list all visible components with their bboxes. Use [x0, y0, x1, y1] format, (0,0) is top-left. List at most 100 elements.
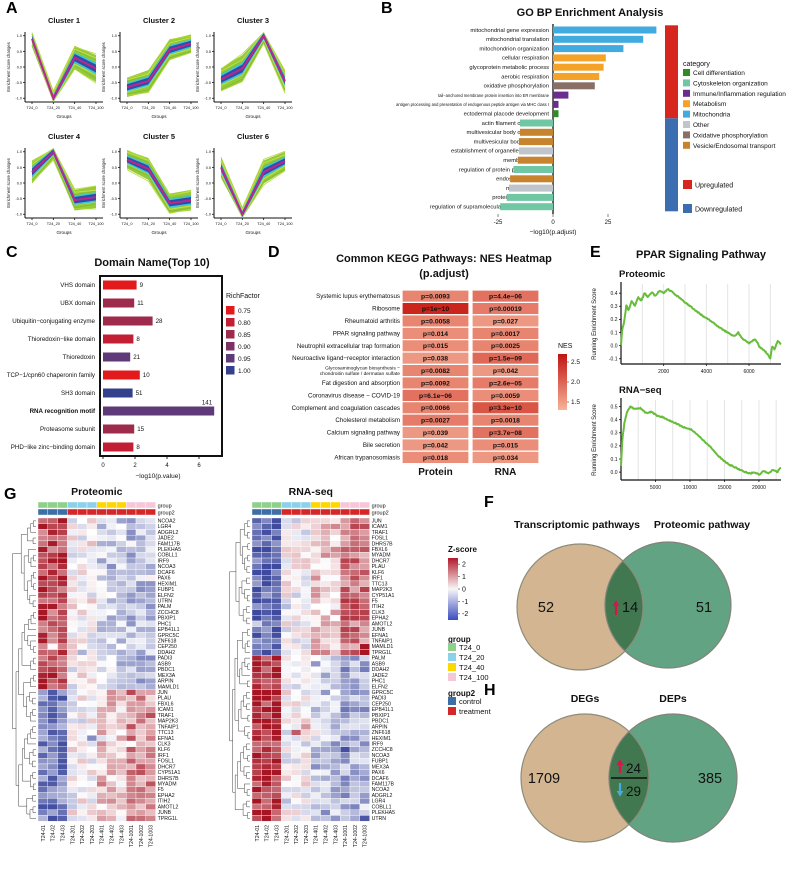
heatmap-cell	[145, 775, 156, 782]
heatmap-cell	[320, 718, 331, 725]
heatmap-cell	[251, 775, 262, 782]
heatmap-cell	[96, 740, 107, 747]
heatmap-cell	[145, 740, 156, 747]
heatmap-cell	[57, 769, 68, 776]
svg-text:-25: -25	[494, 220, 503, 226]
heatmap-cell	[106, 592, 117, 599]
svg-text:T24_0: T24_0	[121, 221, 133, 226]
heatmap-cell	[340, 517, 351, 524]
heatmap-cell	[67, 575, 78, 582]
heatmap-cell	[145, 758, 156, 765]
heatmap-cell	[106, 569, 117, 576]
heatmap-cell	[67, 723, 78, 730]
heatmap-cell	[47, 603, 58, 610]
heatmap-cell	[261, 597, 272, 604]
panel-d-subtitle: (p.adjust)	[419, 268, 469, 280]
heatmap-cell	[47, 632, 58, 639]
heatmap-cell	[330, 546, 341, 553]
heatmap-cell	[251, 575, 262, 582]
domain-bar	[103, 298, 135, 308]
heatmap-cell	[320, 649, 331, 656]
gene-label: F5	[372, 598, 378, 604]
heatmap-cell	[310, 649, 321, 656]
heatmap-cell	[251, 557, 262, 564]
heatmap-cell	[349, 592, 360, 599]
svg-text:0: 0	[551, 220, 555, 226]
heatmap-cell	[320, 798, 331, 805]
heatmap-cell	[261, 592, 272, 599]
go-term-label: tail−anchored membrane protein insertion…	[438, 93, 550, 98]
gene-label: ADGRL2	[372, 793, 393, 799]
heatmap-cell	[330, 723, 341, 730]
heatmap-cell	[271, 809, 282, 816]
heatmap-cell	[126, 586, 137, 593]
x-axis-label: Groups	[245, 114, 261, 119]
heatmap-cell	[145, 689, 156, 696]
gene-label: FAM117B	[158, 541, 181, 547]
go-term-label: regulation of supramolecular fiber organ…	[430, 205, 549, 211]
heatmap-cell	[96, 735, 107, 742]
svg-text:T24_100: T24_100	[183, 221, 199, 226]
heatmap-cell	[359, 735, 370, 742]
heatmap-cell	[310, 775, 321, 782]
heatmap-cell	[67, 666, 78, 673]
group-annotation-cell	[330, 501, 341, 509]
heatmap-cell	[291, 557, 302, 564]
heatmap-cell	[300, 603, 311, 610]
heatmap-cell	[135, 740, 146, 747]
heatmap-cell	[47, 592, 58, 599]
heatmap-cell	[57, 563, 68, 570]
heatmap-cell	[67, 609, 78, 616]
heatmap-cell	[330, 752, 341, 759]
heatmap-cell	[359, 723, 370, 730]
legend-swatch	[683, 100, 690, 108]
heatmap-cell	[349, 769, 360, 776]
heatmap-cell	[77, 552, 88, 559]
heatmap-cell	[320, 615, 331, 622]
venn-left-title: DEGs	[571, 693, 600, 705]
heatmap-cell	[145, 609, 156, 616]
heatmap-cell	[300, 752, 311, 759]
svg-text:0.0: 0.0	[17, 181, 22, 185]
heatmap-cell	[47, 809, 58, 816]
annotation-label: group2	[158, 511, 175, 517]
heatmap-cell	[291, 534, 302, 542]
heatmap-cell	[251, 580, 262, 587]
svg-text:-1.0: -1.0	[110, 97, 117, 101]
heatmap-cell	[271, 632, 282, 639]
heatmap-cell	[310, 534, 321, 542]
svg-text:-1.0: -1.0	[15, 213, 22, 217]
heatmap-cell	[77, 546, 88, 553]
heatmap-cell	[126, 632, 137, 639]
heatmap-cell	[106, 534, 117, 542]
gene-label: MAMLD1	[158, 684, 180, 690]
heatmap-proteomic: Proteomicgroupgroup2NCOA2LGR4ADGRL2JADE2…	[12, 486, 181, 847]
svg-text:T24_0: T24_0	[26, 105, 38, 110]
heatmap-cell	[330, 660, 341, 667]
heatmap-cell	[251, 586, 262, 593]
group2-annotation-cell	[349, 508, 361, 516]
svg-text:0.0: 0.0	[611, 470, 618, 476]
heatmap-cell	[57, 723, 68, 730]
heatmap-cell	[349, 677, 360, 685]
gene-label: COBLL1	[372, 804, 392, 810]
gene-label: TPRG1L	[158, 816, 178, 822]
heatmap-cell	[96, 569, 107, 576]
heatmap-cell	[251, 592, 262, 599]
heatmap-cell	[251, 815, 262, 822]
heatmap-cell	[330, 534, 341, 542]
heatmap-cell	[135, 718, 146, 725]
heatmap-cell	[47, 643, 58, 650]
svg-text:-0.5: -0.5	[110, 197, 117, 201]
gene-label: KLF6	[158, 747, 171, 753]
heatmap-cell	[57, 775, 68, 782]
heatmap-cell	[145, 603, 156, 610]
heatmap-cell	[126, 792, 137, 799]
pathway-label: Neutrophil extracellular trap formation	[297, 343, 401, 350]
heatmap-cell	[37, 609, 48, 616]
heatmap-cell	[320, 700, 331, 707]
heatmap-cell	[251, 529, 262, 536]
heatmap-cell	[291, 706, 302, 713]
heatmap-cell	[67, 758, 78, 765]
